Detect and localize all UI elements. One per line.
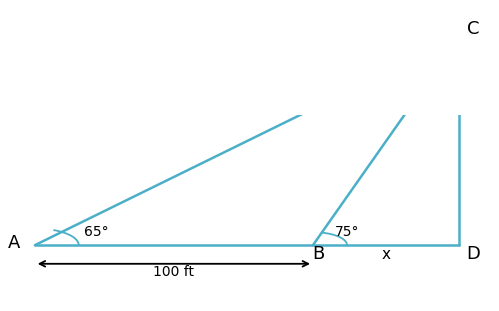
Text: 65°: 65° [84,225,108,239]
Text: x: x [382,247,391,262]
Text: 75°: 75° [335,225,359,239]
Text: D: D [466,245,480,263]
Text: B: B [312,245,324,263]
Text: C: C [467,20,479,38]
Text: 100 ft: 100 ft [153,265,195,279]
Text: A: A [8,234,20,252]
